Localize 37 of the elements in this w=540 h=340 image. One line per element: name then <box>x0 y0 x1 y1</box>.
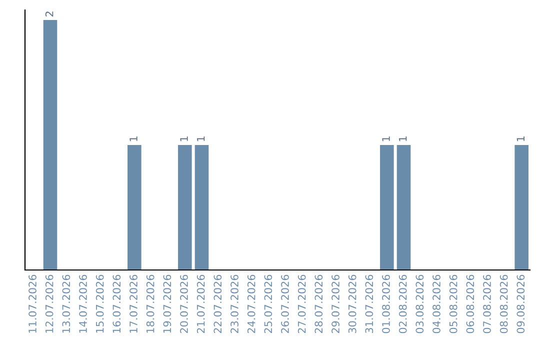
data-label: 1 <box>516 136 524 142</box>
x-tick-label: 15.07.2026 <box>96 274 104 333</box>
data-label: 1 <box>197 136 205 142</box>
x-tick-label: 09.08.2026 <box>516 274 525 334</box>
x-tick-label: 11.07.2026 <box>28 274 36 333</box>
data-label: 1 <box>130 136 138 142</box>
x-tick-label: 06.08.2026 <box>466 274 474 334</box>
x-tick-label: 21.07.2026 <box>196 274 205 334</box>
x-tick-label: 02.08.2026 <box>398 274 407 334</box>
x-tick-label: 07.08.2026 <box>483 274 491 334</box>
x-tick-label: 05.08.2026 <box>449 274 458 334</box>
x-tick-label: 23.07.2026 <box>230 274 238 334</box>
data-label: 2 <box>45 12 54 16</box>
x-tick-label: 18.07.2026 <box>146 274 154 333</box>
x-tick-label: 25.07.2026 <box>264 274 272 334</box>
data-label: 1 <box>382 136 390 142</box>
x-tick-label: 30.07.2026 <box>348 274 356 334</box>
x-tick-label: 16.07.2026 <box>112 274 121 333</box>
x-tick-label: 14.07.2026 <box>79 274 87 333</box>
x-tick-label: 27.07.2026 <box>298 274 306 334</box>
data-label: 1 <box>180 136 188 142</box>
x-tick-label: 29.07.2026 <box>332 274 340 334</box>
x-tick-label: 31.07.2026 <box>365 274 374 334</box>
x-tick-label: 20.07.2026 <box>180 274 188 334</box>
x-tick-label: 01.08.2026 <box>382 274 390 334</box>
x-tick-label: 13.07.2026 <box>62 274 70 333</box>
x-tick-label: 04.08.2026 <box>432 274 440 334</box>
x-tick-label: 26.07.2026 <box>281 274 289 334</box>
x-tick-label: 24.07.2026 <box>247 274 256 334</box>
data-label: 1 <box>399 136 407 142</box>
x-tick-label: 19.07.2026 <box>163 274 172 333</box>
x-tick-label: 22.07.2026 <box>214 274 222 334</box>
x-tick-label: 12.07.2026 <box>45 274 54 333</box>
x-tick-label: 17.07.2026 <box>130 274 138 333</box>
x-tick-label: 03.08.2026 <box>416 274 424 334</box>
x-tick-label: 28.07.2026 <box>314 274 323 334</box>
x-tick-label: 08.08.2026 <box>500 274 508 334</box>
